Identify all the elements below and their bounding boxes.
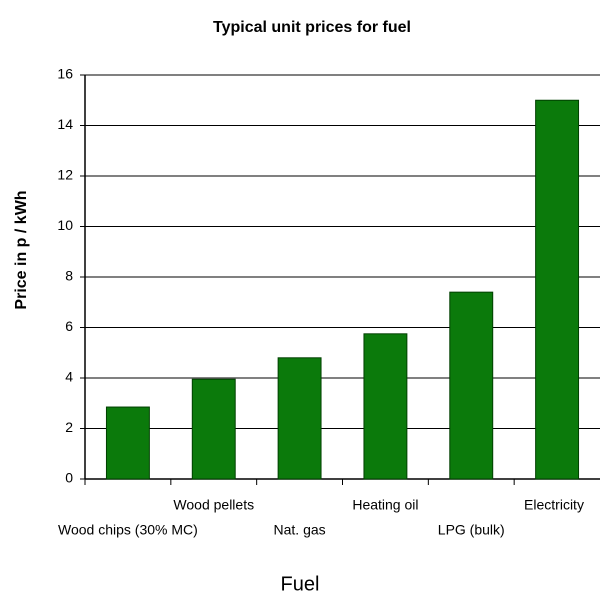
x-tick-label: Wood chips (30% MC) [58, 522, 198, 538]
y-tick-label: 14 [57, 116, 73, 132]
bar [535, 99, 580, 480]
x-tick-label: Nat. gas [274, 522, 326, 538]
y-axis-label: Price in p / kWh [13, 190, 30, 309]
x-axis-label: Fuel [281, 573, 320, 595]
y-tick-label: 2 [65, 419, 73, 435]
y-tick-label: 8 [65, 268, 73, 284]
y-tick-label: 0 [65, 470, 73, 486]
x-tick-label: LPG (bulk) [438, 522, 505, 538]
bar [449, 291, 494, 480]
y-tick-label: 10 [57, 217, 73, 233]
chart-title: Typical unit prices for fuel [213, 19, 411, 36]
y-tick-label: 12 [57, 167, 73, 183]
bar [191, 378, 236, 480]
y-tick-label: 16 [57, 66, 73, 82]
x-tick-label: Heating oil [352, 497, 418, 513]
bar [105, 406, 150, 480]
y-tick-label: 4 [65, 369, 73, 385]
bar [277, 357, 322, 480]
y-tick-label: 6 [65, 318, 73, 334]
x-tick-label: Wood pellets [173, 497, 254, 513]
x-tick-label: Electricity [524, 497, 584, 513]
bar [363, 333, 408, 480]
